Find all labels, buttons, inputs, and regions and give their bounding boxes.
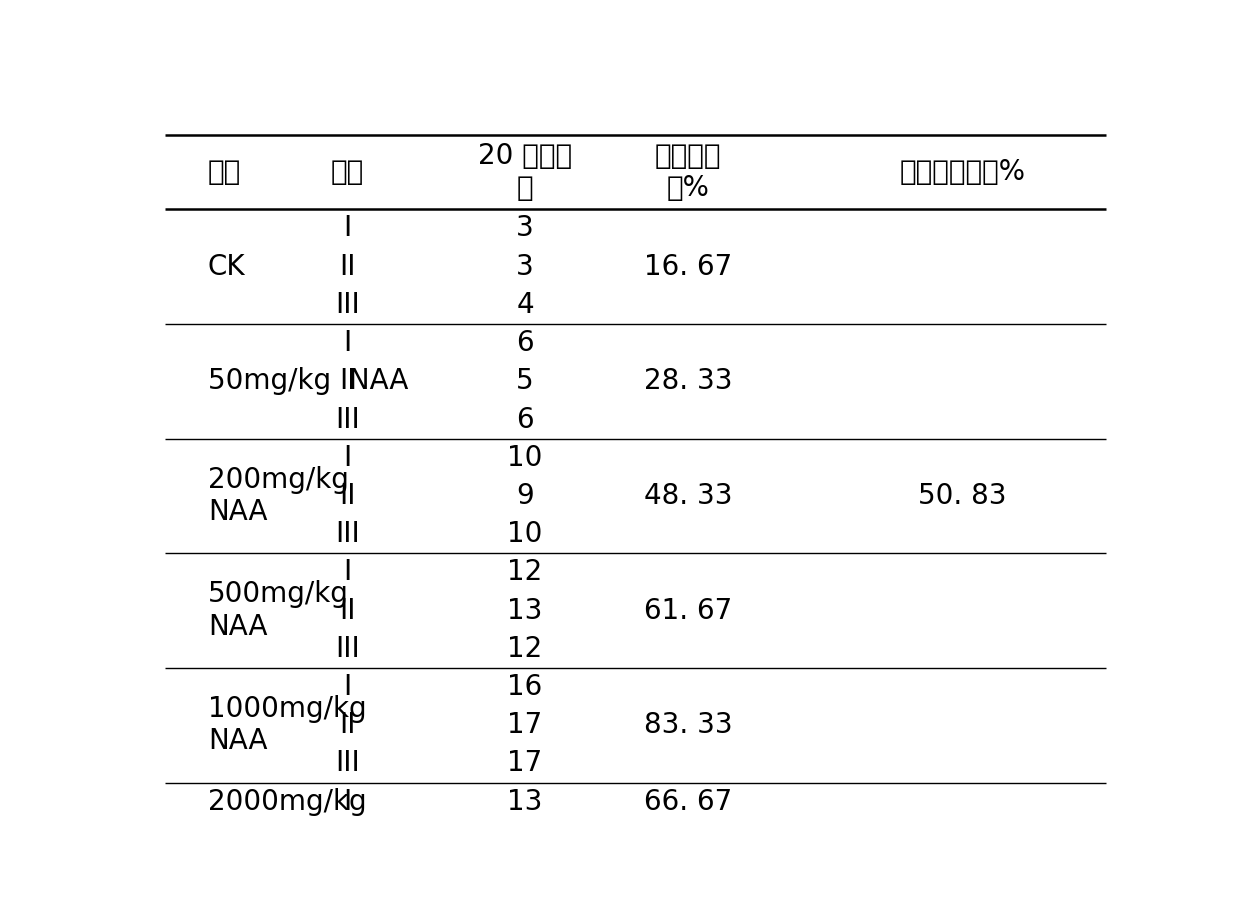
Text: I: I [343, 559, 351, 586]
Text: 13: 13 [507, 596, 543, 625]
Text: 12: 12 [507, 635, 543, 663]
Text: 4: 4 [516, 291, 533, 319]
Text: 总平均成活率%: 总平均成活率% [899, 158, 1025, 187]
Text: 2000mg/kg: 2000mg/kg [208, 788, 367, 816]
Text: 61. 67: 61. 67 [645, 596, 733, 625]
Text: II: II [339, 482, 356, 510]
Text: 13: 13 [507, 788, 543, 816]
Text: III: III [335, 291, 360, 319]
Text: II: II [339, 253, 356, 280]
Text: I: I [343, 444, 351, 471]
Text: 3: 3 [516, 214, 534, 243]
Text: II: II [339, 596, 356, 625]
Text: 10: 10 [507, 444, 543, 471]
Text: 50. 83: 50. 83 [918, 482, 1007, 510]
Text: III: III [335, 405, 360, 434]
Text: 17: 17 [507, 711, 543, 739]
Text: 17: 17 [507, 749, 543, 777]
Text: 200mg/kg
NAA: 200mg/kg NAA [208, 466, 348, 527]
Text: 28. 33: 28. 33 [644, 368, 733, 395]
Text: III: III [335, 635, 360, 663]
Text: 处理: 处理 [208, 158, 241, 187]
Text: III: III [335, 520, 360, 548]
Text: 66. 67: 66. 67 [645, 788, 733, 816]
Text: I: I [343, 673, 351, 701]
Text: 5: 5 [516, 368, 533, 395]
Text: 9: 9 [516, 482, 534, 510]
Text: II: II [339, 711, 356, 739]
Text: 16: 16 [507, 673, 543, 701]
Text: 平均成活
率%: 平均成活 率% [655, 142, 722, 202]
Text: 1000mg/kg
NAA: 1000mg/kg NAA [208, 695, 367, 755]
Text: 20 天生根
数: 20 天生根 数 [477, 142, 572, 202]
Text: 重复: 重复 [331, 158, 363, 187]
Text: 3: 3 [516, 253, 534, 280]
Text: 83. 33: 83. 33 [644, 711, 733, 739]
Text: 48. 33: 48. 33 [644, 482, 733, 510]
Text: II: II [339, 368, 356, 395]
Text: 6: 6 [516, 329, 533, 357]
Text: 12: 12 [507, 559, 543, 586]
Text: 6: 6 [516, 405, 533, 434]
Text: I: I [343, 788, 351, 816]
Text: 50mg/kg  NAA: 50mg/kg NAA [208, 368, 408, 395]
Text: 500mg/kg
NAA: 500mg/kg NAA [208, 581, 348, 641]
Text: 10: 10 [507, 520, 543, 548]
Text: I: I [343, 214, 351, 243]
Text: I: I [343, 329, 351, 357]
Text: 16. 67: 16. 67 [645, 253, 733, 280]
Text: III: III [335, 749, 360, 777]
Text: CK: CK [208, 253, 246, 280]
